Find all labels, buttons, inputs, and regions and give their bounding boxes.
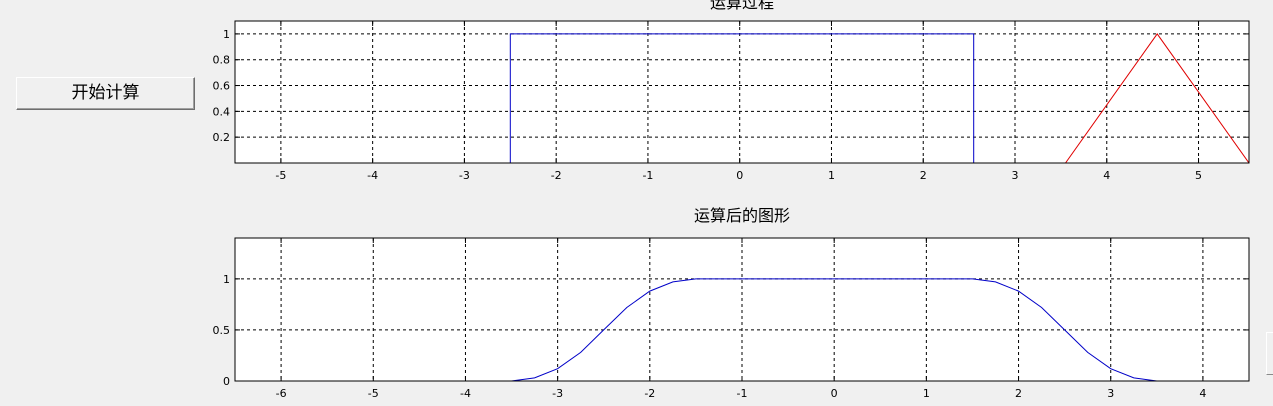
process-chart-plot-area (235, 21, 1249, 163)
process-chart-x-tick-label: -1 (642, 169, 653, 182)
result-chart-x-tick-label: -5 (368, 387, 379, 400)
process-chart-series-1-line (509, 33, 975, 163)
result-chart-y-tick-label: 0.5 (213, 324, 231, 337)
result-chart-x-tick-label: -2 (644, 387, 655, 400)
result-chart-x-tick-label: 4 (1199, 387, 1206, 400)
window-edge-control (1266, 332, 1273, 375)
result-chart-x-tick-label: 1 (923, 387, 930, 400)
result-chart-series-1-line (235, 278, 1249, 381)
process-chart-x-tick-label: -4 (367, 169, 378, 182)
process-chart-x-tick-label: -2 (551, 169, 562, 182)
process-chart-x-tick-label: 3 (1012, 169, 1019, 182)
process-chart-y-tick-label: 0.4 (213, 105, 231, 118)
process-chart: -5 -4 -3 -2 -1 0 1 2 3 4 5 0.2 0.4 0.6 0.8 1 运算过程 (213, 0, 1250, 182)
process-chart-x-tick-label: 2 (920, 169, 927, 182)
result-chart-x-tick-label: -3 (552, 387, 563, 400)
process-chart-x-tick-label: 5 (1195, 169, 1202, 182)
process-chart-axes-frame (234, 20, 1250, 164)
process-chart-x-tick-label: 0 (736, 169, 743, 182)
process-chart-x-tick-label: 1 (828, 169, 835, 182)
process-chart-x-tick-label: 4 (1103, 169, 1110, 182)
result-chart: -6 -5 -4 -3 -2 -1 0 1 2 3 4 0 0.5 1 运算后的图形 (213, 206, 1250, 400)
result-chart-y-tick-label: 1 (223, 273, 230, 286)
result-chart-x-tick-label: -1 (737, 387, 748, 400)
start-calculation-button[interactable]: 开始计算 (16, 77, 195, 110)
process-chart-y-tick-label: 0.2 (213, 131, 231, 144)
process-chart-y-tick-label: 0.8 (213, 54, 231, 67)
process-chart-title: 运算过程 (710, 0, 774, 12)
result-chart-y-tick-label: 0 (223, 375, 230, 388)
process-chart-x-tick-label: -5 (275, 169, 286, 182)
process-chart-y-tick-label: 1 (223, 28, 230, 41)
result-chart-plot-area (235, 238, 1249, 381)
result-chart-title: 运算后的图形 (694, 206, 790, 225)
result-chart-x-tick-label: 3 (1107, 387, 1114, 400)
result-chart-x-tick-label: 2 (1015, 387, 1022, 400)
process-chart-y-tick-label: 0.6 (213, 80, 231, 93)
result-chart-x-tick-label: -4 (460, 387, 471, 400)
process-chart-x-tick-label: -3 (459, 169, 470, 182)
result-chart-x-tick-label: 0 (831, 387, 838, 400)
process-chart-series-2-line (1065, 33, 1249, 163)
result-chart-x-tick-label: -6 (276, 387, 287, 400)
